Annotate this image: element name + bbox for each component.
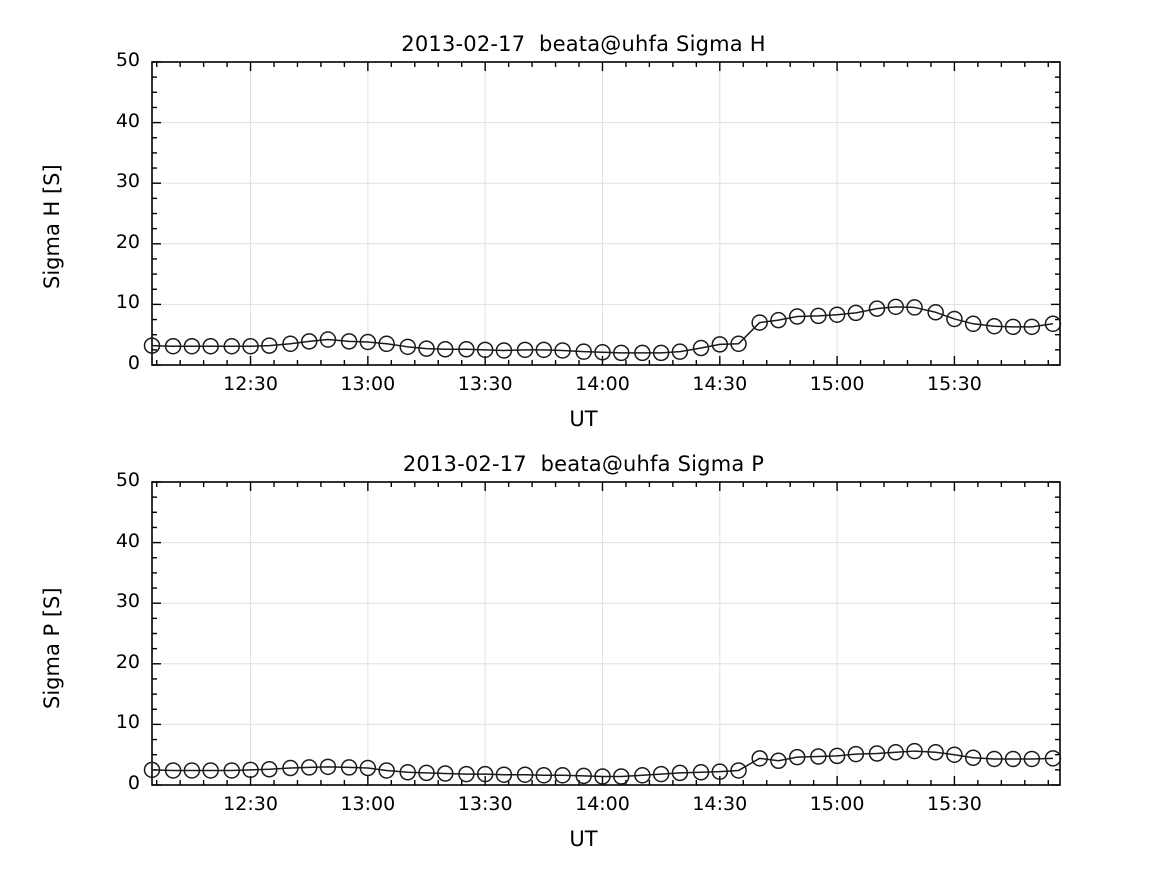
plot-area-sigma-h bbox=[143, 61, 1062, 366]
y-axis-label-sigma-h: Sigma H [S] bbox=[40, 163, 64, 289]
y-tick-label: 40 bbox=[115, 529, 140, 552]
y-tick-label: 10 bbox=[115, 711, 140, 734]
x-axis-label-sigma-h: UT bbox=[569, 407, 598, 431]
x-axis-label-sigma-p: UT bbox=[569, 827, 598, 851]
y-axis-label-sigma-p: Sigma P [S] bbox=[40, 586, 64, 709]
plot-area-sigma-p bbox=[143, 481, 1062, 786]
chart-panel-sigma-p: 2013-02-17 beata@uhfa Sigma P Sigma P [S… bbox=[0, 430, 1167, 851]
x-tick-label: 14:00 bbox=[575, 373, 630, 395]
y-tick-label: 0 bbox=[127, 772, 140, 794]
y-tick-label: 40 bbox=[115, 109, 140, 132]
x-tick-label: 12:30 bbox=[223, 373, 278, 395]
x-tick-label: 15:30 bbox=[927, 793, 982, 815]
x-tick-label: 15:00 bbox=[809, 793, 865, 815]
x-tick-label: 14:30 bbox=[692, 793, 748, 815]
y-tick-label: 50 bbox=[115, 49, 140, 71]
y-tick-label: 20 bbox=[115, 230, 140, 253]
x-tick-label: 14:30 bbox=[692, 373, 748, 395]
y-tick-label: 30 bbox=[115, 170, 140, 193]
y-tick-label: 30 bbox=[115, 590, 140, 613]
x-tick-label: 15:00 bbox=[809, 373, 865, 395]
y-tick-label: 50 bbox=[115, 469, 140, 491]
x-tick-label: 13:30 bbox=[457, 793, 513, 815]
x-tick-label: 15:30 bbox=[927, 373, 982, 395]
y-tick-label: 0 bbox=[127, 352, 140, 374]
chart-title-sigma-h: 2013-02-17 beata@uhfa Sigma H bbox=[401, 32, 766, 56]
chart-panel-sigma-h: 2013-02-17 beata@uhfa Sigma H Sigma H [S… bbox=[0, 10, 1167, 431]
x-tick-label: 13:00 bbox=[340, 793, 396, 815]
x-tick-label: 12:30 bbox=[223, 793, 278, 815]
chart-title-sigma-p: 2013-02-17 beata@uhfa Sigma P bbox=[402, 452, 765, 476]
x-tick-label: 13:30 bbox=[457, 373, 513, 395]
y-tick-label: 10 bbox=[115, 291, 140, 314]
x-tick-label: 14:00 bbox=[575, 793, 630, 815]
x-tick-label: 13:00 bbox=[340, 373, 396, 395]
y-tick-label: 20 bbox=[115, 650, 140, 673]
